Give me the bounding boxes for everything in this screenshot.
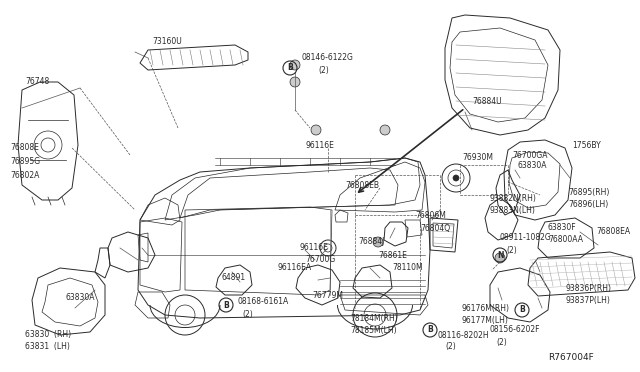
Text: 93882N(RH): 93882N(RH): [490, 193, 537, 202]
Text: B: B: [427, 326, 433, 334]
Text: 76804Q: 76804Q: [420, 224, 450, 232]
Circle shape: [495, 253, 505, 263]
Circle shape: [453, 175, 459, 181]
Text: 78185M(LH): 78185M(LH): [350, 326, 397, 334]
Text: 96116E: 96116E: [300, 244, 329, 253]
Text: B: B: [287, 64, 293, 73]
Text: 96177M(LH): 96177M(LH): [462, 315, 509, 324]
Text: 93837P(LH): 93837P(LH): [565, 295, 610, 305]
Text: 76884U: 76884U: [472, 97, 502, 106]
Text: 78184M(RH): 78184M(RH): [350, 314, 397, 323]
Text: 96116E: 96116E: [305, 141, 334, 150]
Text: 76895(RH): 76895(RH): [568, 187, 609, 196]
Text: 08146-6122G: 08146-6122G: [302, 54, 354, 62]
Text: (2): (2): [506, 246, 516, 254]
Text: 76800AA: 76800AA: [548, 235, 583, 244]
Text: 96176M(RH): 96176M(RH): [462, 304, 510, 312]
Text: 76930M: 76930M: [462, 154, 493, 163]
Text: 63830  (RH): 63830 (RH): [25, 330, 71, 340]
Text: 76779M: 76779M: [312, 291, 343, 299]
Text: 76884J: 76884J: [358, 237, 385, 247]
Text: 63831  (LH): 63831 (LH): [25, 343, 70, 352]
Text: 76806M: 76806M: [415, 211, 446, 219]
Text: 76700GA: 76700GA: [512, 151, 547, 160]
Text: 08168-6161A: 08168-6161A: [238, 298, 289, 307]
Text: 73160U: 73160U: [152, 38, 182, 46]
Text: 76748: 76748: [25, 77, 49, 87]
Text: 76808E: 76808E: [10, 144, 39, 153]
Text: R767004F: R767004F: [548, 353, 594, 362]
Text: (2): (2): [496, 337, 507, 346]
Text: 08156-6202F: 08156-6202F: [490, 326, 541, 334]
Text: 76808EA: 76808EA: [596, 228, 630, 237]
Text: 63830F: 63830F: [548, 224, 577, 232]
Text: 64891: 64891: [222, 273, 246, 282]
Text: 08116-8202H: 08116-8202H: [438, 330, 490, 340]
Text: 63830A: 63830A: [65, 294, 95, 302]
Text: 76700G: 76700G: [305, 256, 335, 264]
Text: 93836P(RH): 93836P(RH): [565, 283, 611, 292]
Text: 76802A: 76802A: [10, 171, 40, 180]
Circle shape: [311, 125, 321, 135]
Circle shape: [380, 125, 390, 135]
Text: B: B: [223, 301, 229, 310]
Text: 78110M: 78110M: [392, 263, 422, 273]
Text: N: N: [497, 250, 503, 260]
Text: 63830A: 63830A: [518, 160, 547, 170]
Text: (2): (2): [242, 310, 253, 318]
Circle shape: [290, 60, 300, 70]
Text: 76808EB: 76808EB: [345, 180, 379, 189]
Circle shape: [290, 77, 300, 87]
Text: 76861E: 76861E: [378, 250, 407, 260]
Text: 96116EA: 96116EA: [278, 263, 312, 273]
Text: (2): (2): [445, 343, 456, 352]
Circle shape: [373, 237, 383, 247]
Text: 76895G: 76895G: [10, 157, 40, 167]
Text: (2): (2): [318, 65, 329, 74]
Text: 93883N(LH): 93883N(LH): [490, 205, 536, 215]
Text: B: B: [519, 305, 525, 314]
Text: 08911-1082G: 08911-1082G: [500, 234, 552, 243]
Text: 76896(LH): 76896(LH): [568, 199, 608, 208]
Text: 1756BY: 1756BY: [572, 141, 601, 150]
